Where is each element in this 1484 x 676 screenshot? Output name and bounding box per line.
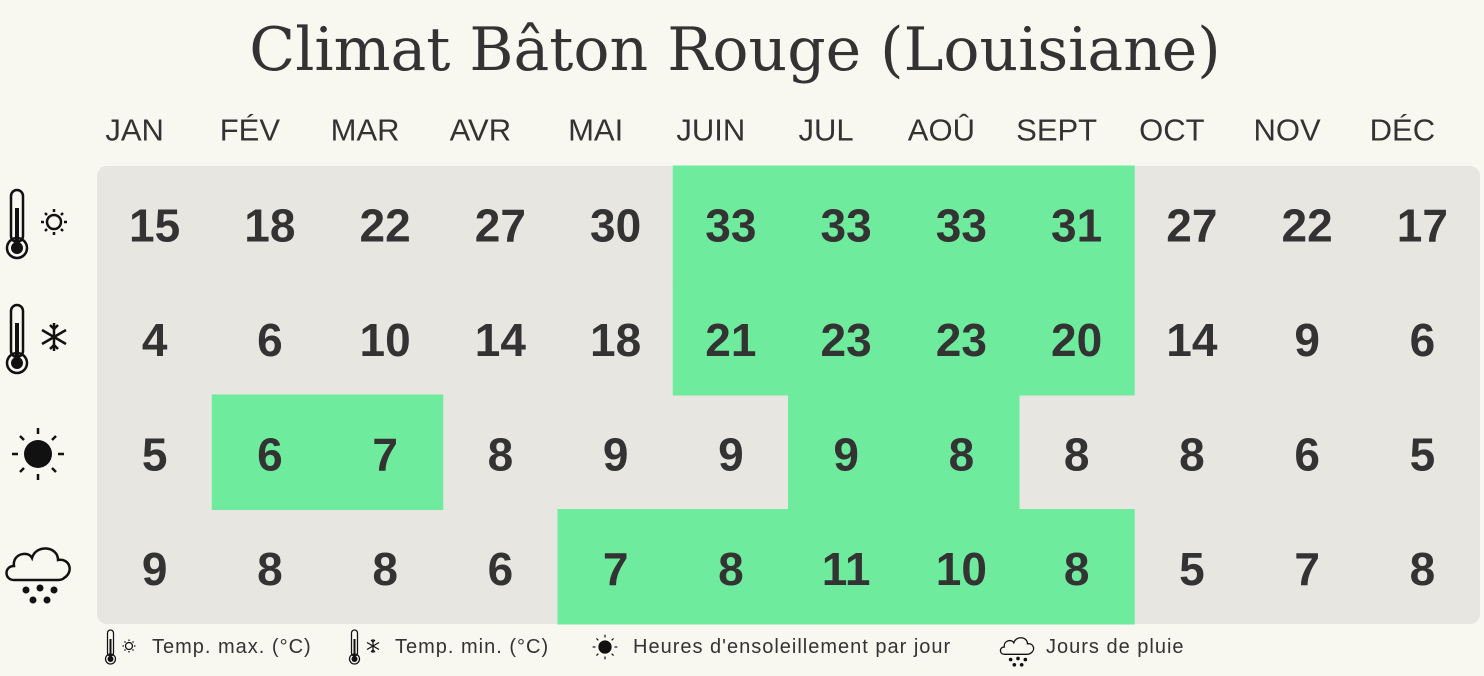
highlight-cell — [788, 509, 905, 625]
cell-value: 20 — [1051, 314, 1102, 366]
month-label: MAR — [331, 113, 400, 148]
cell-value: 4 — [142, 314, 168, 366]
cell-value: 33 — [705, 199, 756, 251]
month-label: AOÛ — [908, 113, 975, 148]
highlight-cell — [672, 165, 789, 281]
highlight-cell — [903, 509, 1020, 625]
legend-icon — [999, 637, 1035, 668]
month-label: JUIN — [676, 113, 745, 148]
cell-value: 23 — [936, 314, 987, 366]
month-label: SEPT — [1016, 113, 1097, 148]
highlight-cell — [327, 394, 444, 510]
cell-value: 23 — [821, 314, 872, 366]
cell-value: 14 — [1166, 314, 1218, 366]
legend-label: Jours de pluie — [1046, 636, 1185, 658]
highlight-cell — [672, 280, 789, 396]
icon-sun — [10, 426, 66, 482]
title: Climat Bâton Rouge (Louisiane) — [249, 15, 1220, 85]
highlight-cell — [903, 394, 1020, 510]
legend-icon — [121, 638, 137, 654]
cell-value: 30 — [590, 199, 641, 251]
cell-value: 7 — [1294, 543, 1320, 595]
cell-value: 33 — [821, 199, 872, 251]
cell-value: 10 — [936, 543, 987, 595]
cell-value: 31 — [1051, 199, 1102, 251]
cell-value: 8 — [718, 543, 744, 595]
cell-value: 8 — [1064, 428, 1090, 480]
cell-value: 9 — [1294, 314, 1320, 366]
row-icons — [5, 188, 71, 605]
cell-value: 7 — [372, 428, 398, 480]
cell-value: 7 — [603, 543, 629, 595]
cell-value: 9 — [142, 543, 168, 595]
cell-value: 18 — [244, 199, 295, 251]
cell-value: 21 — [705, 314, 756, 366]
cell-value: 17 — [1397, 199, 1448, 251]
cell-value: 18 — [590, 314, 641, 366]
cell-value: 5 — [1410, 428, 1436, 480]
cell-value: 6 — [1294, 428, 1320, 480]
cell-value: 8 — [949, 428, 975, 480]
cell-value: 5 — [142, 428, 168, 480]
month-label: JAN — [105, 113, 164, 148]
cell-value: 11 — [822, 543, 871, 595]
month-label: MAI — [568, 113, 623, 148]
highlight-cell — [211, 394, 328, 510]
cell-value: 8 — [1410, 543, 1436, 595]
highlight-cell — [903, 165, 1020, 281]
legend: Temp. max. (°C) Temp. min. (°C) Heures d… — [104, 629, 1185, 668]
highlight-cell — [672, 509, 789, 625]
cell-value: 8 — [372, 543, 398, 595]
cells: 15 18 22 27 30 33 33 33 31 27 22 17 4 6 10 14 18 21 23 23 20… — [129, 165, 1448, 625]
cell-value: 27 — [475, 199, 526, 251]
cell-value: 9 — [833, 428, 859, 480]
cell-value: 22 — [360, 199, 411, 251]
icon-temp-min — [5, 303, 29, 375]
month-label: NOV — [1254, 113, 1322, 148]
month-label: AVR — [450, 113, 511, 148]
cell-value: 15 — [129, 199, 180, 251]
month-label: JUL — [799, 113, 854, 148]
cell-value: 9 — [603, 428, 629, 480]
icon-temp-max — [5, 188, 29, 260]
highlight-cell — [557, 509, 674, 625]
cell-value: 10 — [360, 314, 411, 366]
legend-icon — [104, 629, 117, 665]
cell-value: 22 — [1282, 199, 1333, 251]
legend-icon — [366, 638, 380, 654]
cell-value: 9 — [718, 428, 744, 480]
cell-value: 8 — [1064, 543, 1090, 595]
cell-value: 33 — [936, 199, 987, 251]
highlight-cell — [788, 280, 905, 396]
legend-icon — [592, 634, 618, 660]
cell-value: 5 — [1179, 543, 1205, 595]
cell-value: 6 — [257, 314, 283, 366]
cell-value: 8 — [488, 428, 514, 480]
highlight-cell — [1018, 509, 1135, 625]
cell-value: 8 — [257, 543, 283, 595]
highlight-cell — [788, 394, 905, 510]
icon-temp-min — [40, 321, 68, 353]
highlight-cell — [788, 165, 905, 281]
month-label: DÉC — [1370, 113, 1435, 148]
legend-label: Temp. max. (°C) — [152, 636, 312, 658]
legend-label: Temp. min. (°C) — [395, 636, 549, 658]
month-label: FÉV — [220, 113, 281, 148]
icon-rain — [5, 547, 71, 605]
cell-value: 27 — [1166, 199, 1217, 251]
cell-value: 8 — [1179, 428, 1205, 480]
month-label: OCT — [1139, 113, 1205, 148]
highlight-cell — [903, 280, 1020, 396]
legend-label: Heures d'ensoleillement par jour — [633, 636, 951, 658]
cell-value: 6 — [257, 428, 283, 480]
cell-value: 14 — [475, 314, 527, 366]
highlight-cell — [1018, 280, 1135, 396]
cell-value: 6 — [488, 543, 514, 595]
legend-icon — [348, 629, 361, 665]
highlight-cell — [1018, 165, 1135, 281]
cell-value: 6 — [1410, 314, 1436, 366]
icon-temp-max — [39, 207, 69, 237]
